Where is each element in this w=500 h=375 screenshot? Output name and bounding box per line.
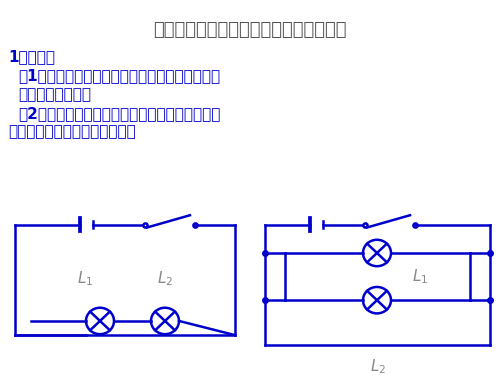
- Text: $L_2$: $L_2$: [370, 357, 386, 375]
- Text: （2）并联电路：各个元件并列地连接的电路两点: （2）并联电路：各个元件并列地连接的电路两点: [18, 106, 220, 121]
- Text: 1、定义法: 1、定义法: [8, 49, 55, 64]
- Text: $L_1$: $L_1$: [412, 267, 428, 286]
- Text: （1）串联电路：各个元件逐个顺次连接的电路。: （1）串联电路：各个元件逐个顺次连接的电路。: [18, 68, 220, 83]
- Text: （首尾首尾相连）: （首尾首尾相连）: [18, 87, 91, 102]
- Text: $L_1$: $L_1$: [77, 269, 93, 288]
- Text: $L_2$: $L_2$: [157, 269, 173, 288]
- Text: 专题：识别串、并联电路的几种常用方法: 专题：识别串、并联电路的几种常用方法: [153, 21, 347, 39]
- Text: 之间。（首首相接，尾尾相连）: 之间。（首首相接，尾尾相连）: [8, 124, 136, 140]
